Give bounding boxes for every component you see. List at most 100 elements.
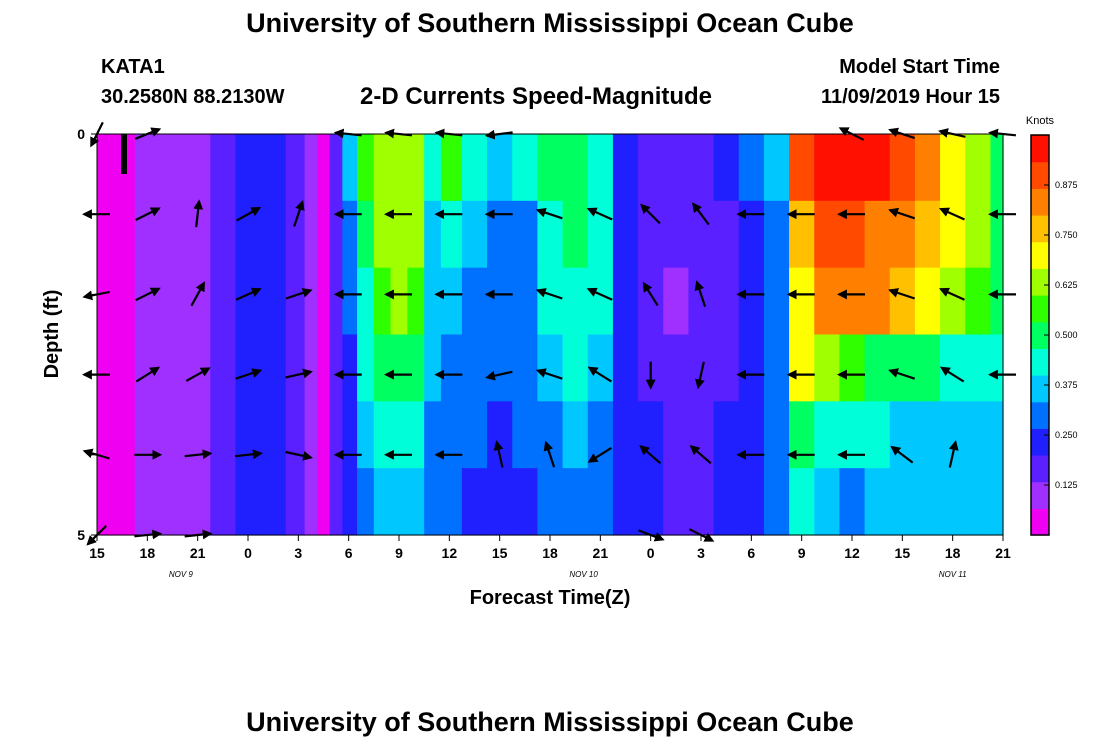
- heatmap-cell: [562, 200, 589, 269]
- heatmap-cell: [407, 468, 425, 536]
- heatmap-cell: [940, 134, 966, 202]
- heatmap-cell: [965, 334, 992, 402]
- colorbar-tick-label: 0.875: [1055, 180, 1078, 190]
- x-tick-label: 15: [492, 545, 508, 561]
- heatmap-cell: [373, 267, 392, 336]
- heatmap-cell: [134, 267, 161, 336]
- heatmap-cell: [789, 134, 815, 202]
- current-vector: [235, 368, 263, 380]
- heatmap-cell: [159, 334, 186, 402]
- station-coordinates: 30.2580N 88.2130W: [101, 86, 285, 108]
- heatmap-cell: [940, 267, 966, 336]
- heatmap-cell: [159, 468, 186, 536]
- heatmap-cell: [109, 200, 136, 269]
- current-vector: [535, 288, 563, 300]
- heatmap-cell: [134, 200, 161, 269]
- heatmap-cell: [185, 468, 211, 536]
- main-title: University of Southern Mississippi Ocean…: [246, 8, 854, 38]
- heatmap-cell: [763, 401, 790, 469]
- heatmap-cell: [329, 401, 343, 469]
- x-tick-label: 3: [697, 545, 705, 561]
- heatmap-cell: [889, 401, 916, 469]
- x-tick-label: 0: [647, 545, 655, 561]
- heatmap-cell: [342, 134, 358, 202]
- heatmap-cell: [713, 334, 740, 402]
- current-vector: [938, 207, 965, 221]
- heatmap-cell: [134, 401, 161, 469]
- heatmap-cell: [763, 468, 790, 536]
- heatmap-cell: [185, 401, 211, 469]
- current-vector: [640, 203, 661, 225]
- heatmap-cell: [990, 334, 1004, 402]
- heatmap-cell: [357, 334, 375, 402]
- heatmap-cell: [285, 334, 306, 402]
- heatmap-cell: [914, 334, 941, 402]
- heatmap-cell: [487, 134, 513, 202]
- heatmap-cell: [390, 468, 408, 536]
- date-label: NOV 11: [939, 570, 967, 579]
- heatmap-cell: [663, 134, 690, 202]
- heatmap-cell: [159, 401, 186, 469]
- y-axis-label: Depth (ft): [41, 290, 63, 379]
- heatmap-cell: [424, 401, 442, 469]
- colorbar-segment: [1031, 268, 1049, 296]
- heatmap-cell: [329, 267, 343, 336]
- current-vectors: [82, 121, 1017, 546]
- heatmap-cell: [864, 200, 891, 269]
- colorbar-segment: [1031, 481, 1049, 509]
- current-vector: [639, 445, 662, 465]
- heatmap-cell: [304, 267, 318, 336]
- x-tick-label: 15: [895, 545, 911, 561]
- heatmap-cell: [260, 401, 287, 469]
- heatmap-cell: [612, 134, 639, 202]
- heatmap-cell: [235, 401, 262, 469]
- current-vector: [193, 199, 204, 228]
- heatmap-cell: [814, 401, 841, 469]
- heatmap-cell: [990, 267, 1004, 336]
- colorbar: 0.125 0.250 0.375 0.500 0.625 0.750 0.875 Knots: [1026, 115, 1078, 536]
- current-vector: [939, 366, 965, 383]
- heatmap-cell: [390, 401, 408, 469]
- x-tick-label: 12: [442, 545, 458, 561]
- colorbar-segment: [1031, 375, 1049, 403]
- heatmap-cell: [97, 134, 111, 202]
- heatmap-cell: [285, 134, 306, 202]
- heatmap-cell: [487, 468, 513, 536]
- heatmap-cell: [407, 401, 425, 469]
- heatmap-cell: [373, 401, 392, 469]
- footer-title: University of Southern Mississippi Ocean…: [246, 707, 854, 737]
- heatmap-cell: [612, 334, 639, 402]
- heatmap-cell: [285, 468, 306, 536]
- current-vector: [586, 207, 613, 221]
- heatmap-cell: [839, 401, 866, 469]
- heatmap-cell: [713, 401, 740, 469]
- heatmap-cell: [440, 334, 463, 402]
- heatmap-cell: [562, 334, 589, 402]
- heatmap-cell: [260, 134, 287, 202]
- heatmap-cell: [864, 134, 891, 202]
- heatmap-cell: [235, 468, 262, 536]
- heatmap-cell: [260, 200, 287, 269]
- current-vector: [695, 361, 705, 390]
- heatmap-cell: [688, 468, 715, 536]
- current-vector: [948, 440, 959, 468]
- heatmap-cell: [185, 134, 211, 202]
- heatmap-cell: [638, 468, 664, 536]
- current-vector: [888, 207, 916, 220]
- current-vector: [692, 202, 710, 226]
- heatmap-cell: [512, 401, 539, 469]
- heatmap-cell: [889, 267, 916, 336]
- heatmap-cell: [940, 468, 966, 536]
- heatmap-cell: [738, 468, 765, 536]
- heatmap-cell: [839, 334, 866, 402]
- heatmap-cell: [461, 200, 488, 269]
- heatmap-cell: [789, 267, 815, 336]
- heatmap-cell: [763, 134, 790, 202]
- heatmap-cell: [304, 134, 318, 202]
- heatmap-cell: [235, 134, 262, 202]
- heatmap-cell: [965, 468, 992, 536]
- heatmap-cell: [440, 267, 463, 336]
- heatmap-cell: [285, 267, 306, 336]
- heatmap-cell: [713, 200, 740, 269]
- colorbar-segment: [1031, 135, 1049, 163]
